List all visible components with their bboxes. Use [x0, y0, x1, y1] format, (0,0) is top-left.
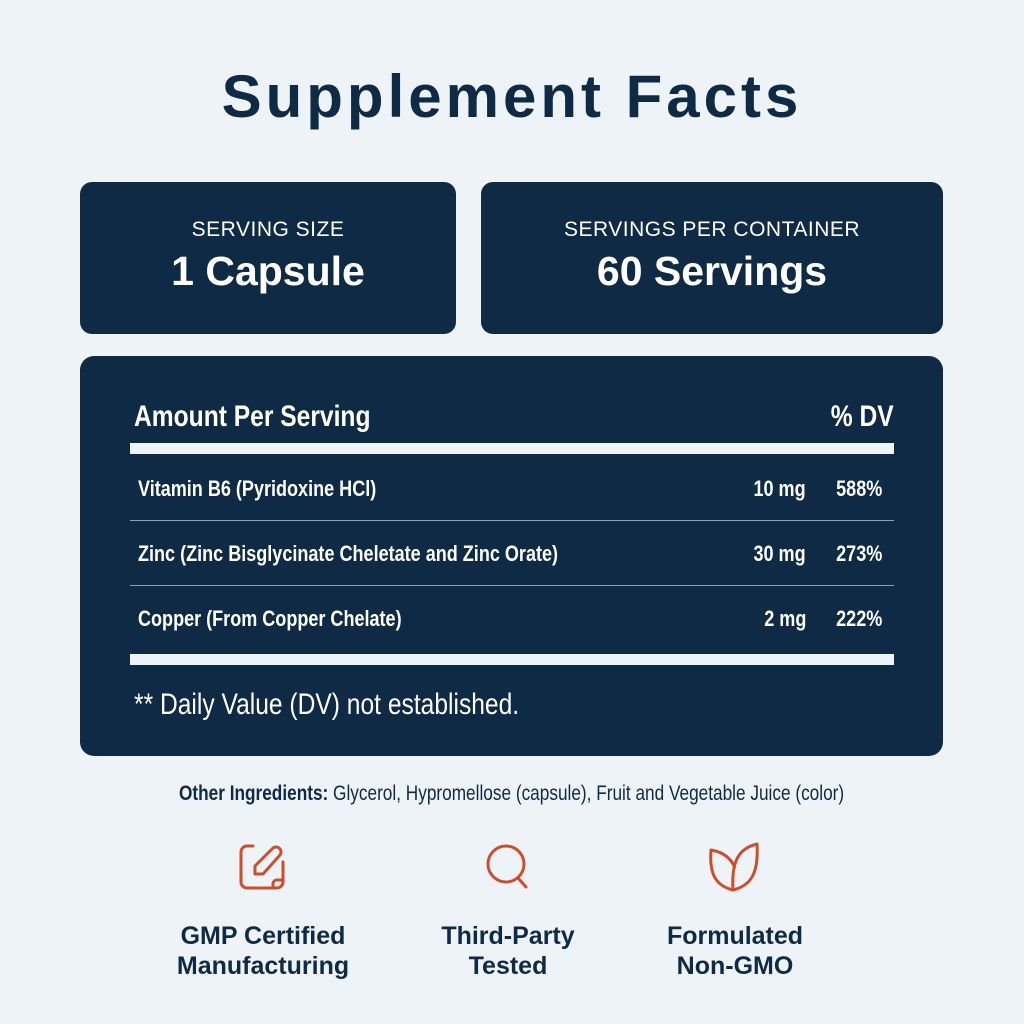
- divider: [130, 443, 894, 454]
- badge-line1: GMP Certified: [180, 922, 346, 950]
- nutrient-amount: 2 mg: [763, 606, 806, 631]
- serving-size-label: SERVING SIZE: [191, 218, 345, 241]
- badge-line2: Non-GMO: [676, 952, 794, 980]
- nutrient-dv: 273%: [835, 541, 882, 566]
- dv-header: % DV: [831, 400, 894, 433]
- nutrient-name: Zinc (Zinc Bisglycinate Cheletate and Zi…: [138, 541, 559, 566]
- servings-per-container-card: SERVINGS PER CONTAINER 60 Servings: [481, 182, 943, 334]
- search-icon: [486, 844, 528, 889]
- nutrient-amount: 10 mg: [753, 476, 806, 501]
- servings-label: SERVINGS PER CONTAINER: [563, 218, 861, 241]
- badge-gmp: GMP Certified Manufacturing: [143, 840, 383, 981]
- other-ingredients: Other Ingredients: Glycerol, Hypromellos…: [0, 782, 1024, 806]
- footnote: ** Daily Value (DV) not established.: [134, 688, 520, 721]
- nutrient-amount: 30 mg: [753, 541, 806, 566]
- table-row: Zinc (Zinc Bisglycinate Cheletate and Zi…: [130, 521, 894, 586]
- divider: [130, 654, 894, 665]
- table-row: Vitamin B6 (Pyridoxine HCl) 10 mg 588%: [130, 456, 894, 521]
- badge-line2: Manufacturing: [176, 952, 350, 980]
- badge-tested: Third-Party Tested: [388, 840, 628, 981]
- badge-line1: Formulated: [666, 922, 804, 950]
- edit-icon: [239, 844, 285, 890]
- nutrient-dv: 222%: [835, 606, 882, 631]
- badge-non-gmo: Formulated Non-GMO: [615, 840, 855, 981]
- other-ingredients-label: Other Ingredients:: [179, 782, 329, 805]
- leaf-icon: [709, 842, 759, 892]
- servings-value: 60 Servings: [596, 248, 828, 294]
- badge-line1: Third-Party: [441, 922, 575, 950]
- other-ingredients-text: Glycerol, Hypromellose (capsule), Fruit …: [328, 782, 845, 805]
- nutrient-name: Vitamin B6 (Pyridoxine HCl): [138, 476, 377, 501]
- serving-size-card: SERVING SIZE 1 Capsule: [80, 182, 456, 334]
- nutrient-dv: 588%: [835, 476, 882, 501]
- badge-line2: Tested: [468, 952, 548, 980]
- serving-size-value: 1 Capsule: [171, 248, 365, 294]
- table-row: Copper (From Copper Chelate) 2 mg 222%: [130, 586, 894, 651]
- nutrient-name: Copper (From Copper Chelate): [138, 606, 402, 631]
- amount-header: Amount Per Serving: [134, 400, 371, 433]
- facts-table: Amount Per Serving % DV Vitamin B6 (Pyri…: [80, 356, 943, 756]
- page-title: Supplement Facts: [221, 63, 803, 130]
